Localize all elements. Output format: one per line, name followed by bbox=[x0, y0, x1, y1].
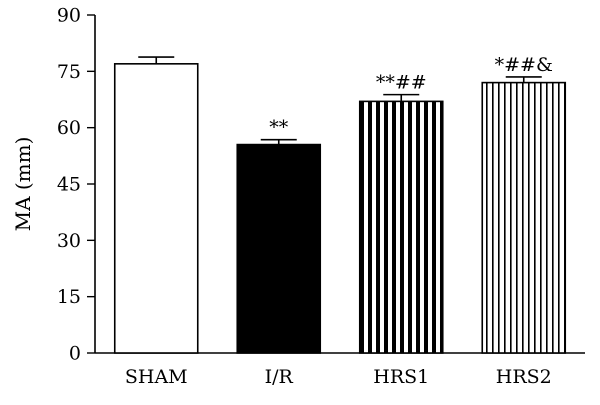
significance-label: *##& bbox=[495, 54, 553, 76]
significance-label: **## bbox=[376, 72, 427, 94]
y-tick-label: 45 bbox=[57, 174, 81, 196]
y-tick-label: 0 bbox=[69, 343, 81, 365]
y-tick-label: 90 bbox=[57, 5, 81, 27]
bar-ir bbox=[236, 143, 322, 354]
y-tick-label: 15 bbox=[57, 286, 81, 308]
significance-label: ** bbox=[269, 117, 289, 139]
bars: ** **## *##& bbox=[113, 54, 567, 354]
y-ticks: 0 15 30 45 60 75 90 bbox=[57, 5, 95, 365]
x-tick-label: I/R bbox=[265, 366, 294, 388]
bar-sham bbox=[113, 63, 199, 354]
y-tick-label: 30 bbox=[57, 230, 81, 252]
bar-hrs2 bbox=[481, 81, 567, 354]
y-axis-label: MA (mm) bbox=[11, 137, 35, 232]
x-tick-label: HRS1 bbox=[373, 366, 429, 388]
y-tick-label: 75 bbox=[57, 61, 81, 83]
bar-hrs1 bbox=[358, 100, 444, 354]
x-tick-labels: SHAM I/R HRS1 HRS2 bbox=[125, 366, 552, 388]
x-tick-label: HRS2 bbox=[496, 366, 552, 388]
x-tick-label: SHAM bbox=[125, 366, 188, 388]
y-tick-label: 60 bbox=[57, 117, 81, 139]
